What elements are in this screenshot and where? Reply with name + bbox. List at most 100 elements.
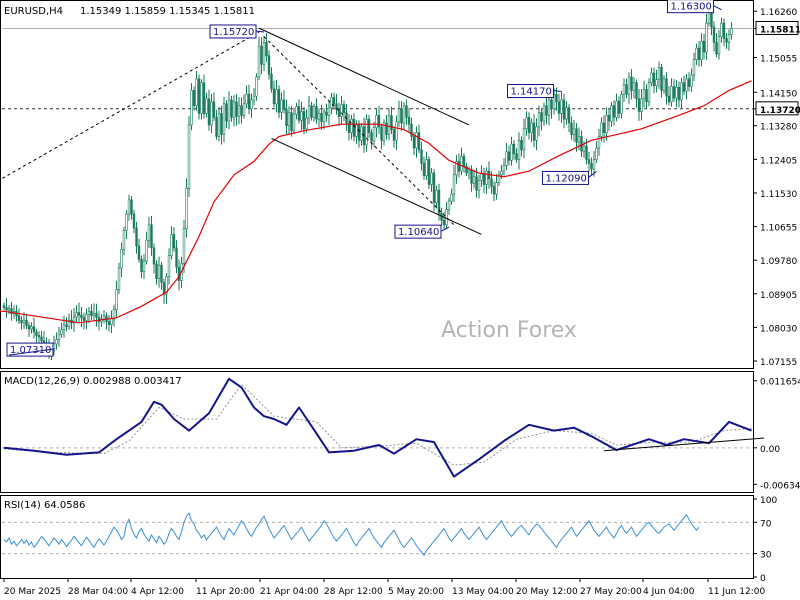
candle-body: [485, 170, 488, 185]
rsi-axis-tick-label: 70: [760, 519, 772, 529]
candle-body: [55, 339, 58, 345]
candle-body: [267, 55, 271, 75]
candle-body: [232, 101, 236, 118]
candle-body: [697, 47, 701, 60]
candle-body: [350, 118, 353, 133]
candle-body: [202, 82, 206, 114]
candle-body: [25, 319, 28, 326]
candle-body: [632, 82, 636, 91]
candle-body: [315, 106, 318, 120]
candle-body: [695, 47, 698, 60]
candle-body: [155, 263, 158, 279]
candle-body: [265, 42, 268, 57]
candle-body: [360, 126, 363, 141]
price-axis-tick-label: 1.11530: [760, 190, 797, 200]
swing-label-leader: [440, 226, 450, 232]
candle-body: [417, 132, 421, 151]
candle-body: [480, 173, 483, 181]
candle-body: [507, 151, 511, 161]
candle-body: [397, 108, 401, 123]
candle-body: [527, 116, 531, 133]
candle-body: [400, 108, 403, 124]
candle-body: [10, 308, 13, 314]
price-axis-tick-label: 1.08030: [760, 324, 797, 334]
candle-body: [27, 325, 31, 330]
candle-body: [295, 106, 298, 115]
candle-body: [430, 172, 433, 185]
candle-body: [615, 100, 618, 118]
price-layer: 1.07310 1.15720 1.10640 1.14170 1.12090 1.163…: [0, 0, 753, 360]
candle-body: [377, 115, 381, 128]
x-axis-tick-label: 11 Jun 12:00: [708, 587, 765, 597]
price-axis-tick-label: 1.10655: [760, 224, 797, 234]
candle-body: [667, 95, 671, 103]
candle-body: [565, 107, 568, 120]
candle-body: [200, 82, 203, 114]
candle-body: [595, 147, 598, 160]
candle-body: [242, 103, 246, 116]
candle-body: [285, 109, 288, 127]
candle-body: [342, 104, 346, 113]
candle-body: [60, 329, 63, 335]
swing-label-box: [542, 170, 589, 185]
candle-body: [690, 74, 693, 87]
watermark: Action Forex: [441, 318, 577, 343]
candle-body: [332, 96, 336, 105]
candle-body: [535, 126, 538, 141]
price-axis-tick-label: 1.12405: [760, 156, 797, 166]
candle-body: [207, 98, 211, 126]
candle-body: [90, 310, 93, 316]
candle-body: [525, 116, 528, 130]
channel-upper-line: [258, 27, 470, 126]
candle-body: [415, 132, 418, 149]
candle-body: [390, 115, 393, 130]
rsi-layer: [2, 511, 753, 557]
candle-body: [450, 193, 453, 202]
candle-body: [405, 105, 408, 118]
candle-body: [407, 116, 411, 125]
candle-body: [230, 99, 233, 118]
candle-body: [435, 189, 438, 203]
macd-panel: [0, 371, 754, 493]
ohlc-label: 1.15349 1.15859 1.15345 1.15811: [80, 6, 255, 17]
candle-body: [307, 105, 311, 119]
candle-body: [680, 82, 683, 101]
candle-body: [255, 76, 258, 97]
candle-body: [720, 22, 723, 37]
candle-body: [150, 224, 153, 249]
candle-body: [380, 126, 383, 141]
x-axis-tick-label: 5 May 20:00: [388, 587, 444, 597]
price-axis-tick-label: 1.07155: [760, 358, 797, 368]
candle-body: [705, 22, 708, 53]
candle-body: [195, 78, 198, 107]
swing-label-text: 1.14170: [511, 87, 552, 98]
candle-body: [672, 86, 676, 99]
candle-body: [132, 213, 136, 229]
rsi-axis-tick-label: 30: [760, 551, 772, 561]
candle-body: [260, 45, 263, 65]
candle-body: [220, 113, 223, 135]
candle-body: [455, 161, 458, 176]
rsi-axis-tick-label: 100: [760, 496, 777, 506]
candle-body: [722, 22, 726, 39]
candle-body: [467, 169, 471, 174]
candle-body: [310, 105, 313, 118]
candle-body: [257, 45, 261, 78]
candle-body: [120, 249, 123, 269]
candle-body: [590, 163, 593, 170]
candle-body: [187, 124, 191, 189]
candle-body: [427, 159, 431, 185]
rsi-axis-tick-label: 0: [760, 574, 766, 584]
candle-body: [620, 93, 623, 114]
candle-body: [650, 72, 653, 83]
candle-body: [287, 112, 291, 127]
candle-body: [17, 315, 21, 321]
candle-body: [422, 163, 426, 176]
candle-body: [600, 122, 603, 137]
candle-body: [340, 104, 343, 117]
candle-body: [175, 247, 178, 268]
candle-body: [505, 151, 508, 166]
candle-body: [245, 93, 248, 105]
swing-label-box: [394, 224, 442, 239]
candle-body: [592, 159, 596, 170]
